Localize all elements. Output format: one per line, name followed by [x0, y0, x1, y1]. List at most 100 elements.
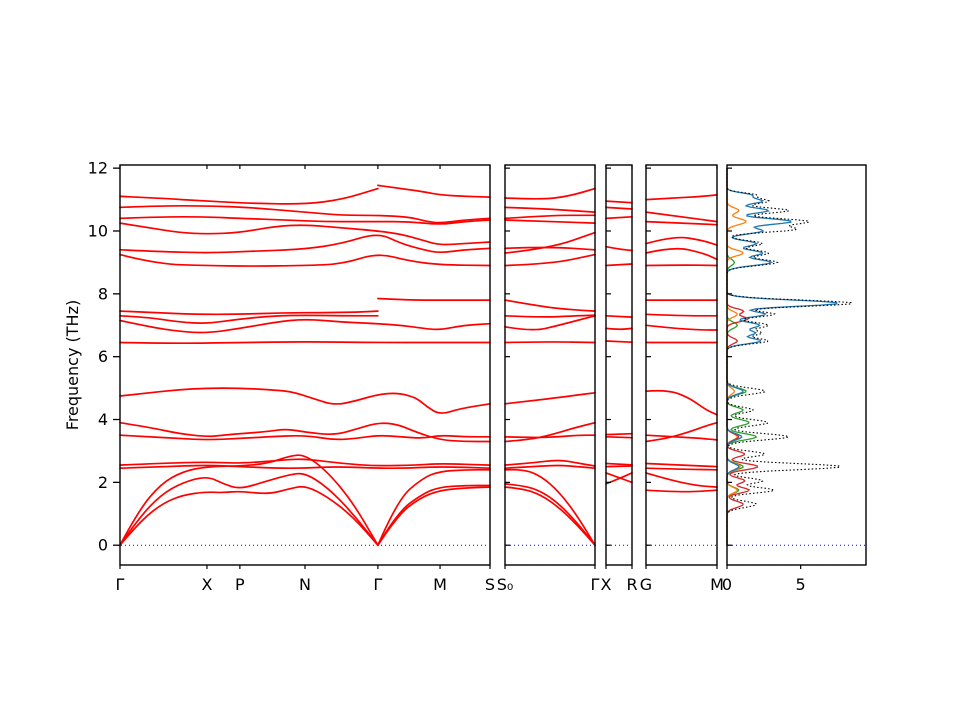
phonon-band-line — [504, 434, 596, 439]
kpoint-label: P — [235, 575, 245, 594]
svg-text:10: 10 — [88, 221, 108, 240]
phonon-band-line — [605, 263, 633, 267]
phonon-band-line — [119, 472, 379, 547]
phonon-band-line — [504, 421, 596, 443]
kpoint-label: Γ — [373, 575, 382, 594]
svg-text:8: 8 — [98, 284, 108, 303]
phonon-band-line — [377, 486, 491, 547]
kpoint-label: Γ — [116, 575, 125, 594]
kpoint-label: Γ — [591, 575, 600, 594]
phonon-band-line — [119, 421, 491, 443]
phonon-band-line — [645, 421, 718, 443]
kpoint-label: M — [710, 575, 724, 594]
phonon-band-line — [119, 310, 379, 316]
kpoint-label: R — [626, 575, 637, 594]
phonon-band-line — [377, 484, 491, 547]
phonon-band-line — [504, 464, 596, 470]
kpoint-label: N — [299, 575, 311, 594]
phonon-band-line — [504, 341, 596, 344]
phonon-band-line — [605, 215, 633, 220]
y-axis: 0 2 4 6 8 10 12 Frequency (THz) — [63, 159, 120, 555]
phonon-band-line — [645, 467, 718, 471]
phonon-band-line — [119, 314, 379, 324]
phonon-band-line — [119, 222, 491, 246]
phonon-band-line — [504, 314, 596, 331]
phonon-band-line — [605, 472, 633, 484]
phonon-band-line — [605, 340, 633, 344]
dos-axis-tick-label: 5 — [796, 575, 806, 594]
phonon-band-line — [645, 434, 718, 441]
phonon-band-line — [605, 245, 633, 252]
partial-dos-4-curve — [726, 168, 838, 546]
svg-text:12: 12 — [88, 159, 108, 178]
dos-axis-tick-label: 0 — [722, 575, 732, 594]
kpoint-label: M — [433, 575, 447, 594]
phonon-band-line — [504, 459, 596, 467]
phonon-band-line — [605, 314, 633, 318]
phonon-band-line — [645, 472, 718, 488]
phonon-band-line — [605, 465, 633, 468]
phonon-band-line — [504, 231, 596, 254]
svg-text:6: 6 — [98, 347, 108, 366]
phonon-band-line — [645, 236, 718, 246]
svg-text:0: 0 — [98, 536, 108, 555]
phonon-band-line — [119, 434, 491, 441]
phonon-band-line — [504, 219, 596, 224]
phonon-band-line — [504, 214, 596, 220]
phonon-band-line — [119, 464, 491, 470]
panel-frame — [645, 164, 718, 566]
phonon-band-line — [504, 206, 596, 213]
phonon-band-line — [377, 297, 491, 301]
phonon-band-line — [605, 200, 633, 204]
kpoint-label: G — [640, 575, 652, 594]
phonon-band-line — [504, 299, 596, 312]
phonon-band-line — [119, 454, 379, 547]
phonon-band-line — [605, 462, 633, 466]
kpoint-label: X — [601, 575, 612, 594]
phonon-band-line — [119, 341, 491, 345]
phonon-band-line — [605, 206, 633, 210]
phonon-band-line — [119, 318, 491, 334]
phonon-band-line — [645, 194, 718, 201]
phonon-band-line — [504, 468, 596, 547]
total-dos-curve — [726, 168, 852, 546]
phonon-band-line — [504, 483, 596, 547]
phonon-band-line — [119, 387, 491, 414]
phonon-band-line — [605, 327, 633, 331]
phonon-band-line — [645, 389, 718, 416]
phonon-band-line — [119, 234, 491, 254]
phonon-band-line — [504, 391, 596, 405]
phonon-band-line — [119, 485, 379, 547]
phonon-band-line — [645, 313, 718, 317]
y-axis-title: Frequency (THz) — [63, 300, 82, 430]
kpoint-label: S₀ — [497, 575, 514, 594]
kpoint-label: S — [485, 575, 495, 594]
phonon-band-line — [504, 486, 596, 547]
svg-text:2: 2 — [98, 473, 108, 492]
panel-frame — [605, 164, 633, 566]
svg-text:4: 4 — [98, 410, 108, 429]
phonon-band-line — [119, 187, 379, 205]
panel-frame — [726, 164, 867, 566]
phonon-band-line — [504, 253, 596, 267]
phonon-band-line — [645, 489, 718, 493]
phonon-band-line — [119, 215, 491, 225]
phonon-band-line — [377, 468, 491, 547]
phonon-band-line — [605, 435, 633, 439]
phonon-band-line — [504, 314, 596, 318]
phonon-band-line — [504, 187, 596, 200]
phonon-band-line — [504, 246, 596, 251]
phonon-band-line — [645, 247, 718, 261]
phonon-band-line — [645, 462, 718, 468]
phonon-band-line — [645, 211, 718, 223]
phonon-band-line — [645, 220, 718, 226]
phonon-band-line — [377, 184, 491, 198]
phonon-band-line — [119, 458, 491, 467]
phonon-band-line — [119, 204, 491, 224]
